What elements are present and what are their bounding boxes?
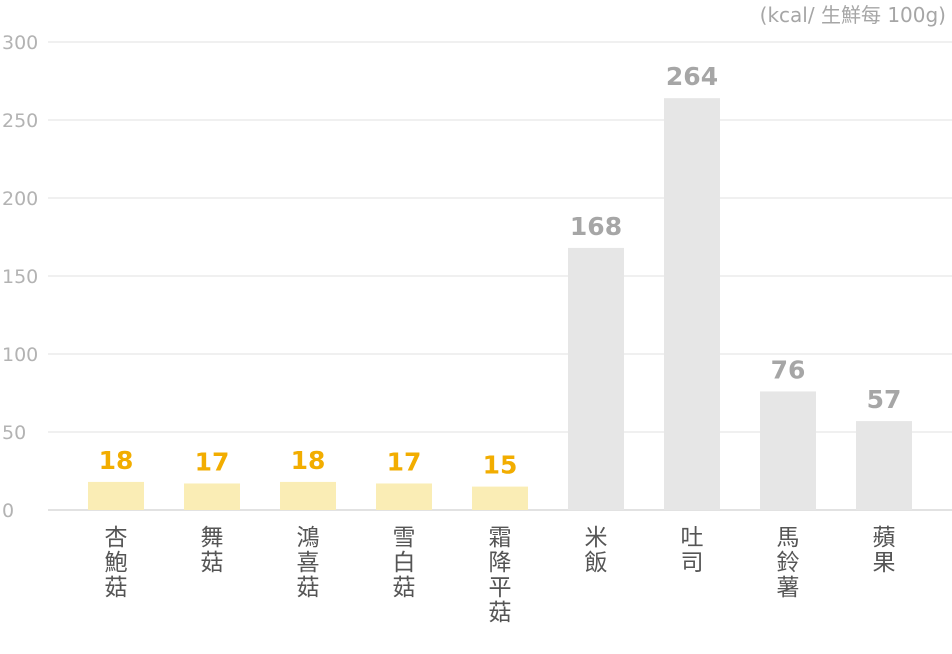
x-tick-label: 米飯 <box>585 525 608 576</box>
data-label: 76 <box>771 355 806 384</box>
bar <box>184 483 240 510</box>
x-tick-label: 雪白菇 <box>393 525 416 601</box>
data-label: 57 <box>867 385 902 414</box>
y-tick-label: 200 <box>2 188 38 210</box>
bar <box>664 98 720 510</box>
category-labels: 杏鮑菇 舞菇 鴻喜菇 雪白菇 霜降平菇 米飯 吐司 馬鈴薯 蘋果 <box>105 525 896 626</box>
y-tick-label: 250 <box>2 110 38 132</box>
bar <box>280 481 336 510</box>
y-tick-label: 300 <box>2 32 38 54</box>
x-tick-label: 霜降平菇 <box>489 525 512 626</box>
data-label: 264 <box>666 62 718 91</box>
bar <box>88 481 144 510</box>
bar <box>760 391 816 510</box>
y-axis-ticks: 0 50 100 150 200 250 300 <box>2 32 38 522</box>
value-labels: 18 17 18 17 15 168 264 76 57 <box>99 62 902 479</box>
y-tick-label: 100 <box>2 344 38 366</box>
unit-label: (kcal/ 生鮮每 100g) <box>760 3 946 27</box>
data-label: 18 <box>99 446 134 475</box>
y-tick-label: 150 <box>2 266 38 288</box>
data-label: 17 <box>195 447 230 476</box>
data-label: 15 <box>483 451 518 480</box>
bar <box>472 486 528 510</box>
y-tick-label: 50 <box>2 422 26 444</box>
bars <box>88 98 912 511</box>
data-label: 17 <box>387 447 422 476</box>
y-tick-label: 0 <box>2 500 14 522</box>
x-tick-label: 馬鈴薯 <box>777 525 800 601</box>
gridlines <box>48 41 952 511</box>
data-label: 168 <box>570 212 622 241</box>
x-tick-label: 舞菇 <box>201 525 224 576</box>
x-tick-label: 杏鮑菇 <box>105 525 128 601</box>
bar <box>568 247 624 511</box>
x-tick-label: 蘋果 <box>873 525 896 576</box>
bar <box>856 421 912 510</box>
data-label: 18 <box>291 446 326 475</box>
x-tick-label: 吐司 <box>681 525 704 576</box>
bar <box>376 483 432 510</box>
x-tick-label: 鴻喜菇 <box>297 525 320 601</box>
